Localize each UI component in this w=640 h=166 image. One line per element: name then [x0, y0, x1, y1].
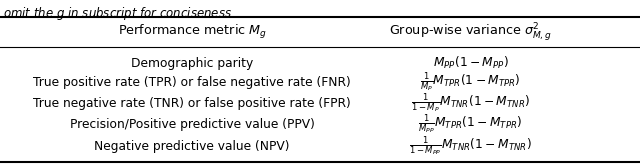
Text: True positive rate (TPR) or false negative rate (FNR): True positive rate (TPR) or false negati…: [33, 76, 351, 89]
Text: $M_{PP}(1 - M_{PP})$: $M_{PP}(1 - M_{PP})$: [433, 55, 508, 71]
Text: Precision/Positive predictive value (PPV): Precision/Positive predictive value (PPV…: [70, 118, 314, 131]
Text: Group-wise variance $\sigma^2_{M,g}$: Group-wise variance $\sigma^2_{M,g}$: [389, 21, 552, 43]
Text: True negative rate (TNR) or false positive rate (FPR): True negative rate (TNR) or false positi…: [33, 97, 351, 110]
Text: $\frac{1}{M_{PP}} M_{TPR}(1 - M_{TPR})$: $\frac{1}{M_{PP}} M_{TPR}(1 - M_{TPR})$: [419, 113, 522, 136]
Text: Performance metric $M_g$: Performance metric $M_g$: [118, 23, 266, 41]
Text: $\frac{1}{1-M_{PP}} M_{TNR}(1 - M_{TNR})$: $\frac{1}{1-M_{PP}} M_{TNR}(1 - M_{TNR})…: [409, 135, 532, 158]
Text: omit the $g$ in subscript for conciseness.: omit the $g$ in subscript for concisenes…: [3, 5, 235, 22]
Text: $\frac{1}{M_P} M_{TPR}(1 - M_{TPR})$: $\frac{1}{M_P} M_{TPR}(1 - M_{TPR})$: [420, 71, 521, 94]
Text: Demographic parity: Demographic parity: [131, 57, 253, 70]
Text: Negative predictive value (NPV): Negative predictive value (NPV): [94, 140, 290, 153]
Text: $\frac{1}{1-M_P} M_{TNR}(1 - M_{TNR})$: $\frac{1}{1-M_P} M_{TNR}(1 - M_{TNR})$: [411, 92, 530, 115]
